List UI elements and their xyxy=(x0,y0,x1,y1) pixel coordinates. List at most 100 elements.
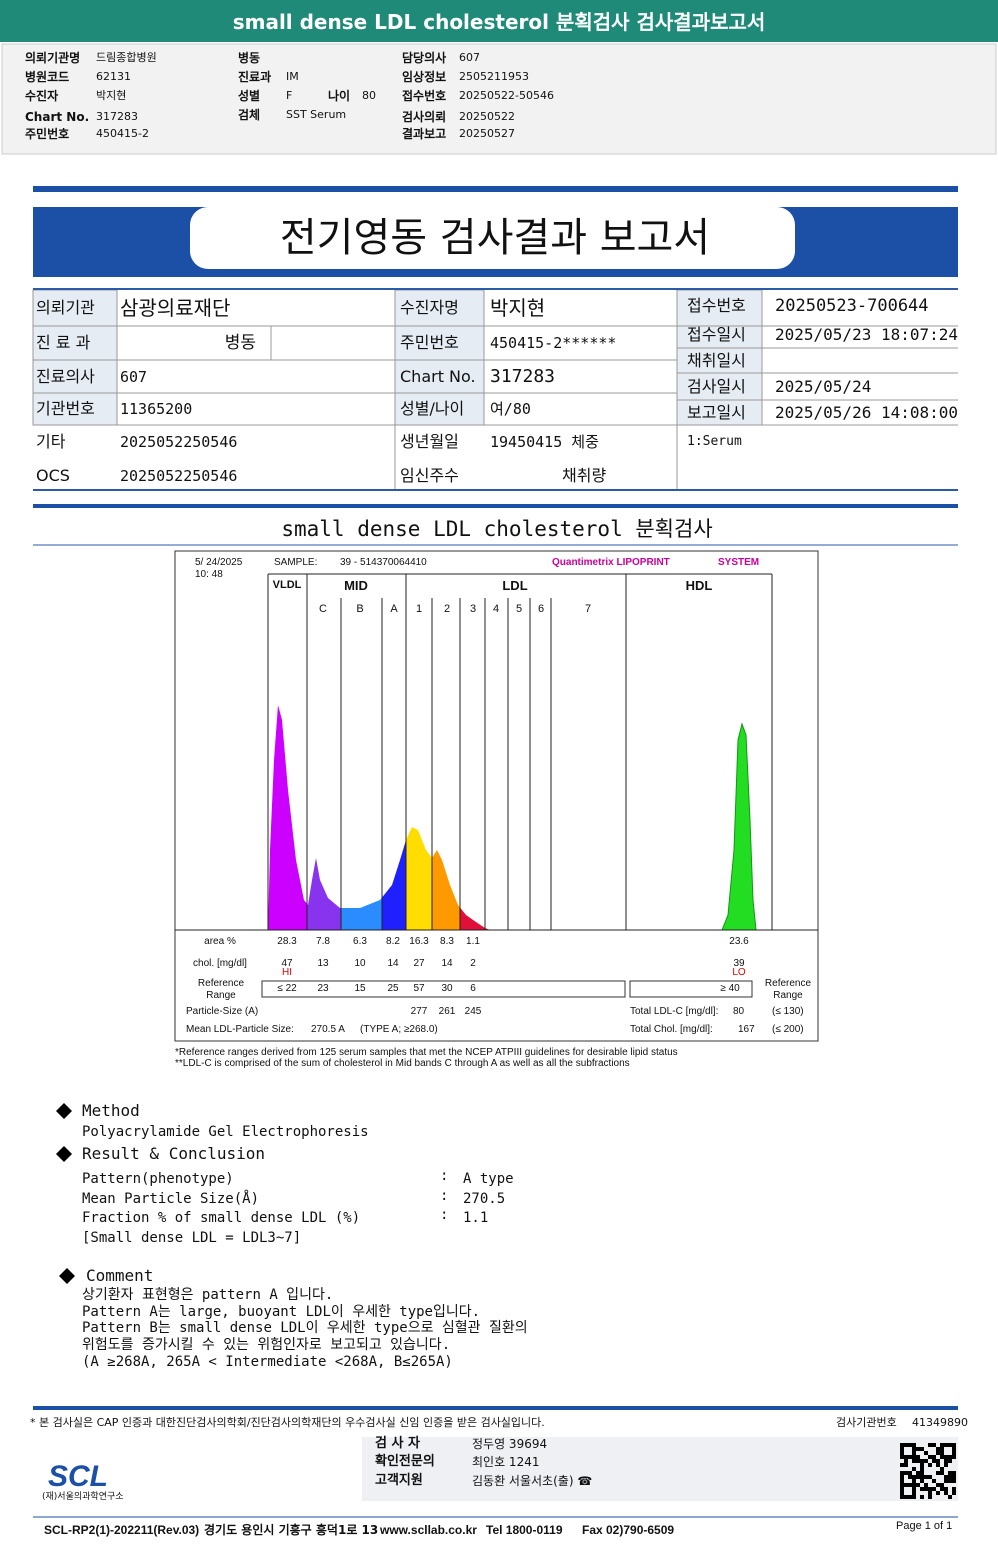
qr-cell xyxy=(912,1495,916,1499)
qr-cell xyxy=(900,1495,904,1499)
qr-cell xyxy=(932,1487,936,1491)
field-value: 450415-2****** xyxy=(490,334,617,352)
area-value: 8.2 xyxy=(386,936,400,947)
qr-cell xyxy=(948,1479,952,1483)
qr-cell xyxy=(936,1483,940,1487)
qr-cell xyxy=(944,1463,948,1467)
field-label: 기타 xyxy=(36,432,66,452)
qr-cell xyxy=(920,1495,924,1499)
chol-value: 13 xyxy=(317,958,329,969)
qr-cell xyxy=(940,1467,944,1471)
text: ≥ 40 xyxy=(720,983,740,994)
qr-cell xyxy=(920,1463,924,1467)
text: 경기도 용인시 기흥구 흥덕1로 13 xyxy=(204,1522,379,1537)
info-value: 20250522-50546 xyxy=(459,89,554,103)
text: 1.1 xyxy=(463,1209,489,1226)
qr-cell xyxy=(912,1479,916,1483)
qr-cell xyxy=(916,1471,920,1475)
text: Total LDL-C [mg/dl]: xyxy=(630,1006,719,1017)
info-label: 나이 xyxy=(328,88,351,103)
text: 최인호 1241 xyxy=(472,1454,540,1469)
info-label: 성별 xyxy=(238,88,261,103)
qr-cell xyxy=(952,1491,956,1495)
text: 277 xyxy=(410,1006,428,1017)
info-label: Chart No. xyxy=(25,109,90,124)
qr-cell xyxy=(936,1447,940,1451)
text: Fax 02)790-6509 xyxy=(582,1522,675,1537)
field-label: 보고일시 xyxy=(687,403,746,423)
subband-label: 6 xyxy=(537,603,545,616)
qr-cell xyxy=(932,1455,936,1459)
ref-value: 57 xyxy=(413,983,425,994)
field-label: 의뢰기관 xyxy=(36,298,95,318)
qr-code xyxy=(900,1443,956,1499)
qr-cell xyxy=(912,1483,916,1487)
qr-cell xyxy=(952,1443,956,1447)
info-value: F xyxy=(286,89,293,103)
ref-value: 30 xyxy=(441,983,453,994)
info-value: IM xyxy=(286,70,299,84)
field-value: 2025/05/26 14:08:00 xyxy=(775,403,959,423)
qr-cell xyxy=(924,1451,928,1455)
text: area % xyxy=(204,936,236,947)
report-table xyxy=(32,289,958,490)
qr-cell xyxy=(936,1463,940,1467)
field-label: 성별/나이 xyxy=(400,399,465,419)
text: (≤ 200) xyxy=(772,1024,804,1035)
info-label: 수진자 xyxy=(25,88,59,103)
text: 39 xyxy=(733,958,745,969)
qr-cell xyxy=(928,1475,932,1479)
qr-cell xyxy=(912,1455,916,1459)
info-label: 접수번호 xyxy=(402,88,447,103)
qr-cell xyxy=(936,1459,940,1463)
qr-cell xyxy=(904,1459,908,1463)
qr-cell xyxy=(948,1495,952,1499)
text: (TYPE A; ≥268.0) xyxy=(360,1024,438,1035)
text: A type xyxy=(463,1170,514,1187)
qr-cell xyxy=(904,1443,908,1447)
subband-label: 2 xyxy=(443,603,451,616)
qr-cell xyxy=(912,1443,916,1447)
qr-cell xyxy=(924,1487,928,1491)
subband-label: 3 xyxy=(469,603,477,616)
ref-value: 25 xyxy=(387,983,399,994)
ref-label: Reference Range xyxy=(197,978,245,1001)
info-label: 주민번호 xyxy=(25,126,70,141)
field-value: 317283 xyxy=(490,366,556,388)
qr-cell xyxy=(900,1483,904,1487)
field-value: 여/80 xyxy=(490,400,531,418)
qr-cell xyxy=(904,1455,908,1459)
info-value: 2505211953 xyxy=(459,70,529,84)
field-value: 19450415 체중 xyxy=(490,433,599,451)
qr-cell xyxy=(936,1471,940,1475)
qr-cell xyxy=(904,1463,908,1467)
page-title: small dense LDL cholesterol 분획검사 검사결과보고서 xyxy=(232,10,766,34)
text: Pattern B는 small dense LDL이 우세한 type으로 심… xyxy=(82,1319,528,1336)
qr-cell xyxy=(952,1455,956,1459)
text: 80 xyxy=(733,1006,745,1017)
band-label: LDL xyxy=(502,578,528,594)
info-value: 20250522 xyxy=(459,110,515,124)
text: SCL-RP2(1)-202211(Rev.03) xyxy=(44,1522,200,1537)
subband-label: B xyxy=(356,603,364,616)
chol-value: 2 xyxy=(470,958,476,969)
qr-cell xyxy=(912,1487,916,1491)
qr-cell xyxy=(900,1475,904,1479)
qr-cell xyxy=(916,1455,920,1459)
logo: SCL xyxy=(48,1460,108,1493)
text: Tel 1800-0119 xyxy=(486,1522,563,1537)
chol-value: 14 xyxy=(441,958,453,969)
qr-cell xyxy=(920,1479,924,1483)
field-value: 삼광의료재단 xyxy=(120,296,231,320)
qr-cell xyxy=(952,1451,956,1455)
field-label: Chart No. xyxy=(400,367,476,387)
text: Total Chol. [mg/dl]: xyxy=(630,1024,713,1035)
info-label: 병원코드 xyxy=(25,69,70,84)
field-label: 채취일시 xyxy=(687,351,746,371)
text: 고객지원 xyxy=(375,1473,423,1489)
qr-cell xyxy=(900,1479,904,1483)
info-value: 450415-2 xyxy=(96,127,149,141)
qr-cell xyxy=(900,1487,904,1491)
text: Mean LDL-Particle Size: xyxy=(186,1024,294,1035)
